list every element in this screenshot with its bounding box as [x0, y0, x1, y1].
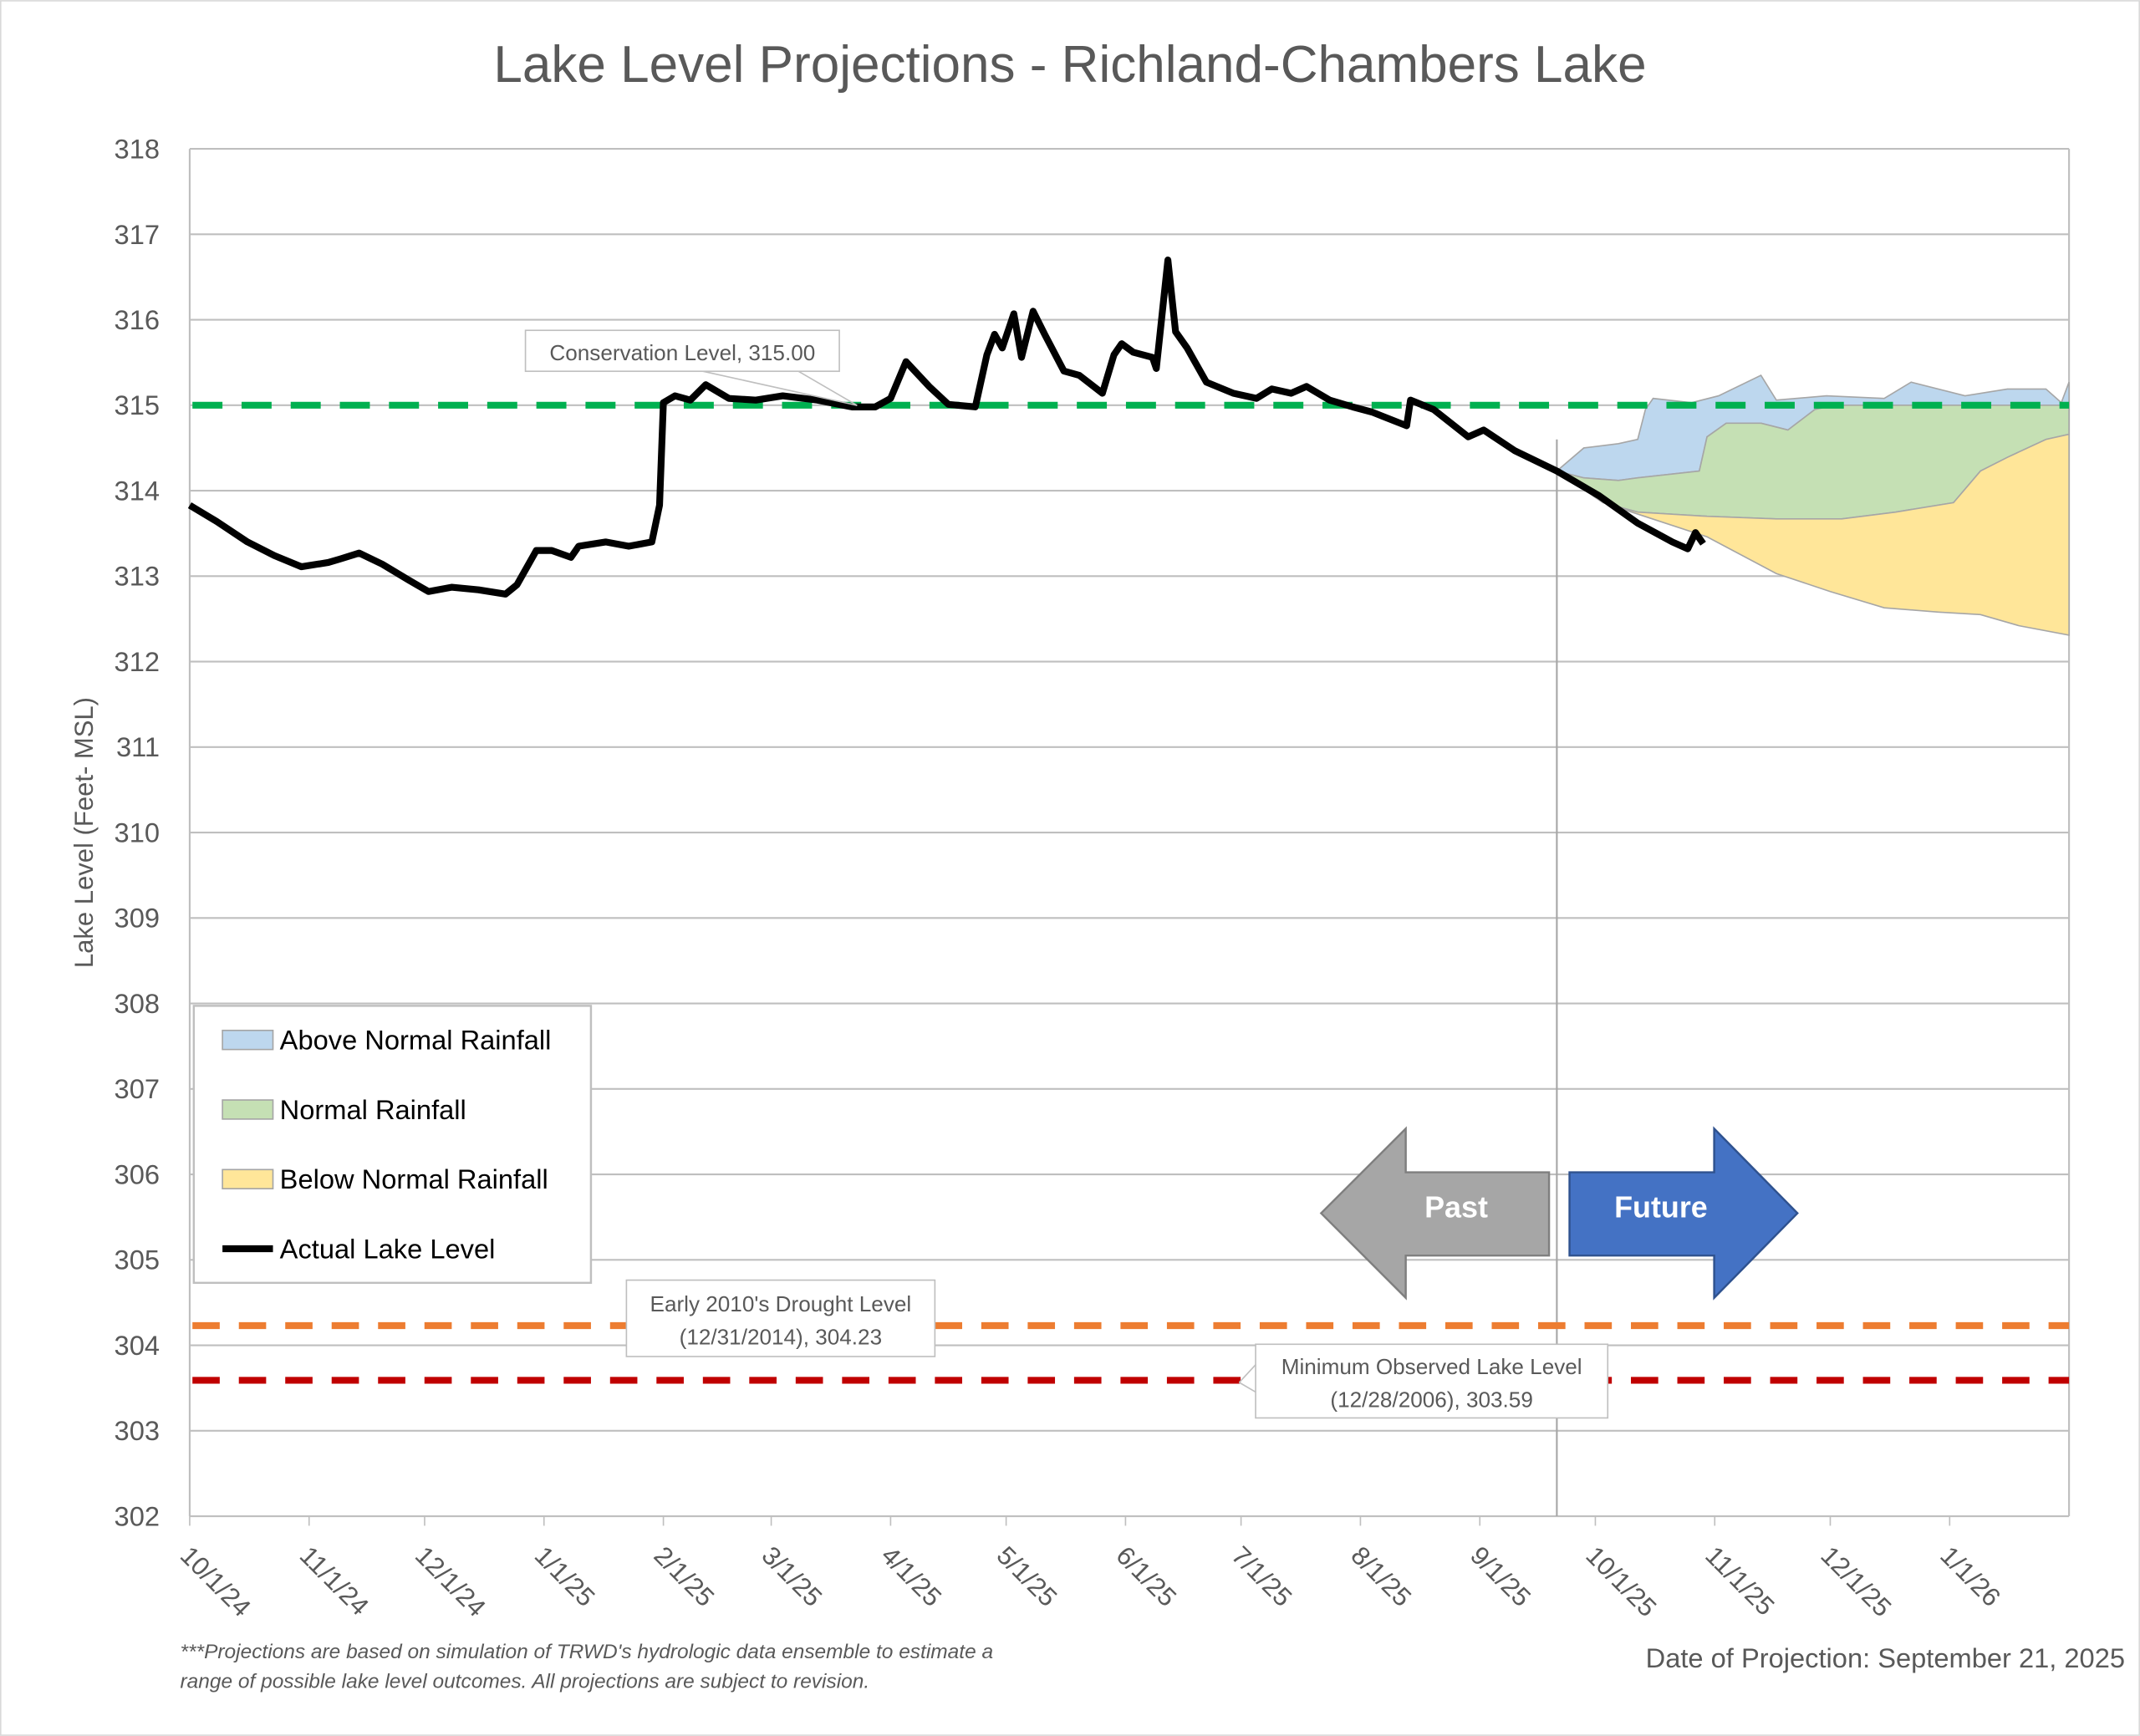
footnote-line1: ***Projections are based on simulation o… — [181, 1641, 994, 1663]
footnote-line2: range of possible lake level outcomes. A… — [181, 1671, 870, 1693]
y-tick-label: 318 — [115, 134, 160, 165]
past-arrow-label: Past — [1424, 1189, 1488, 1224]
y-tick-label: 308 — [115, 988, 160, 1019]
legend-item-normal: Normal Rainfall — [222, 1094, 466, 1125]
future-arrow: Future — [1568, 1126, 1799, 1301]
below-normal-band — [1556, 433, 2070, 636]
drought-callout: Early 2010's Drought Level (12/31/2014),… — [625, 1279, 936, 1357]
projection-date: Date of Projection: September 21, 2025 — [1646, 1642, 2125, 1673]
minimum-label-line1: Minimum Observed Lake Level — [1281, 1354, 1582, 1379]
legend-item-below-normal: Below Normal Rainfall — [222, 1163, 548, 1194]
y-tick-label: 310 — [115, 817, 160, 848]
drought-label-line1: Early 2010's Drought Level — [650, 1291, 912, 1316]
y-tick-label: 316 — [115, 304, 160, 335]
y-tick-label: 313 — [115, 561, 160, 592]
legend-label: Normal Rainfall — [280, 1094, 466, 1125]
conservation-label: Conservation Level, 315.00 — [549, 340, 815, 365]
y-tick-label: 303 — [115, 1415, 160, 1446]
legend-item-actual: Actual Lake Level — [222, 1233, 495, 1264]
conservation-callout: Conservation Level, 315.00 — [524, 329, 858, 406]
projection-bands — [1555, 374, 2070, 636]
actual-lake-level-line — [187, 256, 1706, 598]
legend: Above Normal Rainfall Normal Rainfall Be… — [192, 1005, 593, 1285]
future-arrow-label: Future — [1614, 1189, 1708, 1224]
y-tick-label: 317 — [115, 219, 160, 250]
y-tick-label: 305 — [115, 1245, 160, 1275]
past-arrow: Past — [1319, 1126, 1551, 1301]
y-tick-label: 315 — [115, 389, 160, 420]
y-tick-label: 309 — [115, 903, 160, 934]
legend-label: Above Normal Rainfall — [280, 1025, 552, 1056]
y-tick-label: 307 — [115, 1073, 160, 1104]
actual-series — [187, 256, 1706, 598]
reference-lines — [192, 401, 2070, 1384]
chart-title: Lake Level Projections - Richland-Chambe… — [493, 36, 1646, 94]
y-tick-label: 304 — [115, 1330, 160, 1361]
legend-label: Actual Lake Level — [280, 1233, 496, 1264]
minimum-callout: Minimum Observed Lake Level (12/28/2006)… — [1238, 1343, 1609, 1419]
y-tick-label: 311 — [116, 731, 160, 762]
drought-label-line2: (12/31/2014), 304.23 — [680, 1324, 882, 1349]
y-tick-label: 302 — [115, 1500, 160, 1531]
y-tick-label: 314 — [115, 476, 160, 507]
y-tick-label: 312 — [115, 646, 160, 677]
y-axis-label: Lake Level (Feet- MSL) — [69, 697, 99, 968]
minimum-label-line2: (12/28/2006), 303.59 — [1330, 1387, 1532, 1412]
legend-label: Below Normal Rainfall — [280, 1163, 548, 1194]
legend-item-above-normal: Above Normal Rainfall — [222, 1025, 551, 1056]
y-tick-label: 306 — [115, 1158, 160, 1189]
